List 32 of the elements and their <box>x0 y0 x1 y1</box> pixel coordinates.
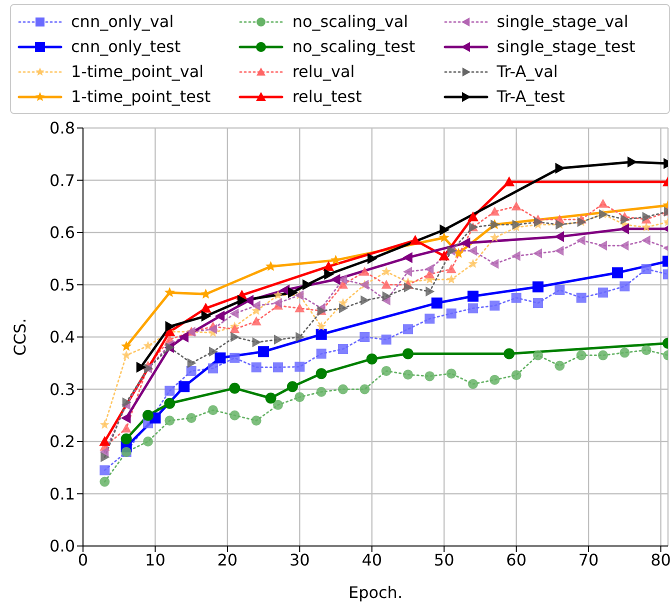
y-tick-label: 0.4 <box>50 328 75 347</box>
legend-label: no_scaling_test <box>292 37 416 56</box>
legend-label: single_stage_test <box>496 37 636 56</box>
legend-label: 1-time_point_test <box>71 87 211 106</box>
x-tick-label: 0 <box>78 550 88 570</box>
y-tick-label: 0.3 <box>50 380 75 399</box>
x-tick-label: 70 <box>578 550 599 570</box>
y-axis-title: CCS. <box>10 318 30 356</box>
legend-label: no_scaling_val <box>292 12 408 31</box>
y-tick-label: 0.7 <box>50 170 75 190</box>
legend-label: relu_val <box>292 62 355 81</box>
y-tick-label: 0.8 <box>50 118 75 138</box>
x-tick-label: 20 <box>217 550 238 570</box>
x-tick-label: 10 <box>145 550 166 570</box>
y-tick-label: 0.5 <box>50 275 75 294</box>
legend-label: cnn_only_test <box>71 37 181 56</box>
legend-label: Tr-A_test <box>496 87 565 106</box>
x-tick-label: 80 <box>650 550 670 570</box>
x-tick-label: 30 <box>289 550 310 570</box>
x-tick-label: 60 <box>506 550 527 570</box>
legend-label: relu_test <box>292 87 362 106</box>
x-axis-title: Epoch. <box>348 583 403 602</box>
y-tick-label: 0.2 <box>50 432 75 452</box>
y-tick-label: 0.1 <box>50 484 75 504</box>
legend-label: 1-time_point_val <box>71 62 204 81</box>
x-tick-label: 50 <box>434 550 454 570</box>
legend-label: Tr-A_val <box>496 62 558 81</box>
legend-label: single_stage_val <box>496 12 628 31</box>
legend-label: cnn_only_val <box>71 12 174 31</box>
y-tick-label: 0.0 <box>50 536 75 556</box>
y-tick-label: 0.6 <box>50 223 75 242</box>
x-tick-label: 40 <box>362 550 382 570</box>
